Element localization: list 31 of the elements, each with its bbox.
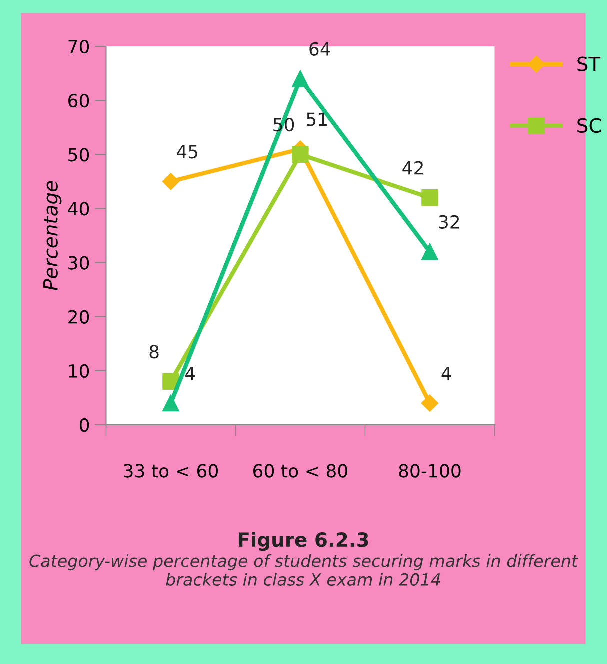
point xyxy=(162,173,180,190)
y-tick-label: 10 xyxy=(69,364,90,378)
x-tick-label: 33 to < 60 xyxy=(124,464,218,478)
data-label: 4 xyxy=(442,366,452,380)
y-tick-label: 50 xyxy=(68,148,90,162)
point xyxy=(421,394,439,412)
x-tick-label: 60 to < 80 xyxy=(254,464,348,478)
point xyxy=(422,244,438,260)
y-axis-title: Percentage xyxy=(44,181,62,290)
legend-label: ST xyxy=(578,56,601,72)
text: Category-wise percentage of students securing marks in different brackets in class X exam in 2014 xyxy=(30,554,579,586)
data-label: 4 xyxy=(186,366,196,380)
legend-label: SC xyxy=(578,118,602,134)
y-tick-label: 30 xyxy=(68,256,90,270)
point xyxy=(292,146,309,163)
data-label: 51 xyxy=(307,112,327,126)
point xyxy=(162,395,180,412)
x-tick-label: 80-100 xyxy=(399,464,461,478)
point xyxy=(292,70,309,88)
y-tick-label: 40 xyxy=(68,202,90,216)
y-tick-label: 0 xyxy=(80,418,90,432)
data-label: 8 xyxy=(150,345,159,359)
point xyxy=(422,190,438,206)
data-label: 42 xyxy=(402,161,423,175)
y-tick-label: 20 xyxy=(68,310,90,324)
data-label: 64 xyxy=(310,42,330,56)
caption: Figure 6.2.3 xyxy=(238,532,368,552)
data-label: 32 xyxy=(439,215,460,229)
data-label: 45 xyxy=(177,145,198,159)
y-tick-label: 70 xyxy=(68,40,90,54)
y-tick-label: 60 xyxy=(68,94,90,108)
